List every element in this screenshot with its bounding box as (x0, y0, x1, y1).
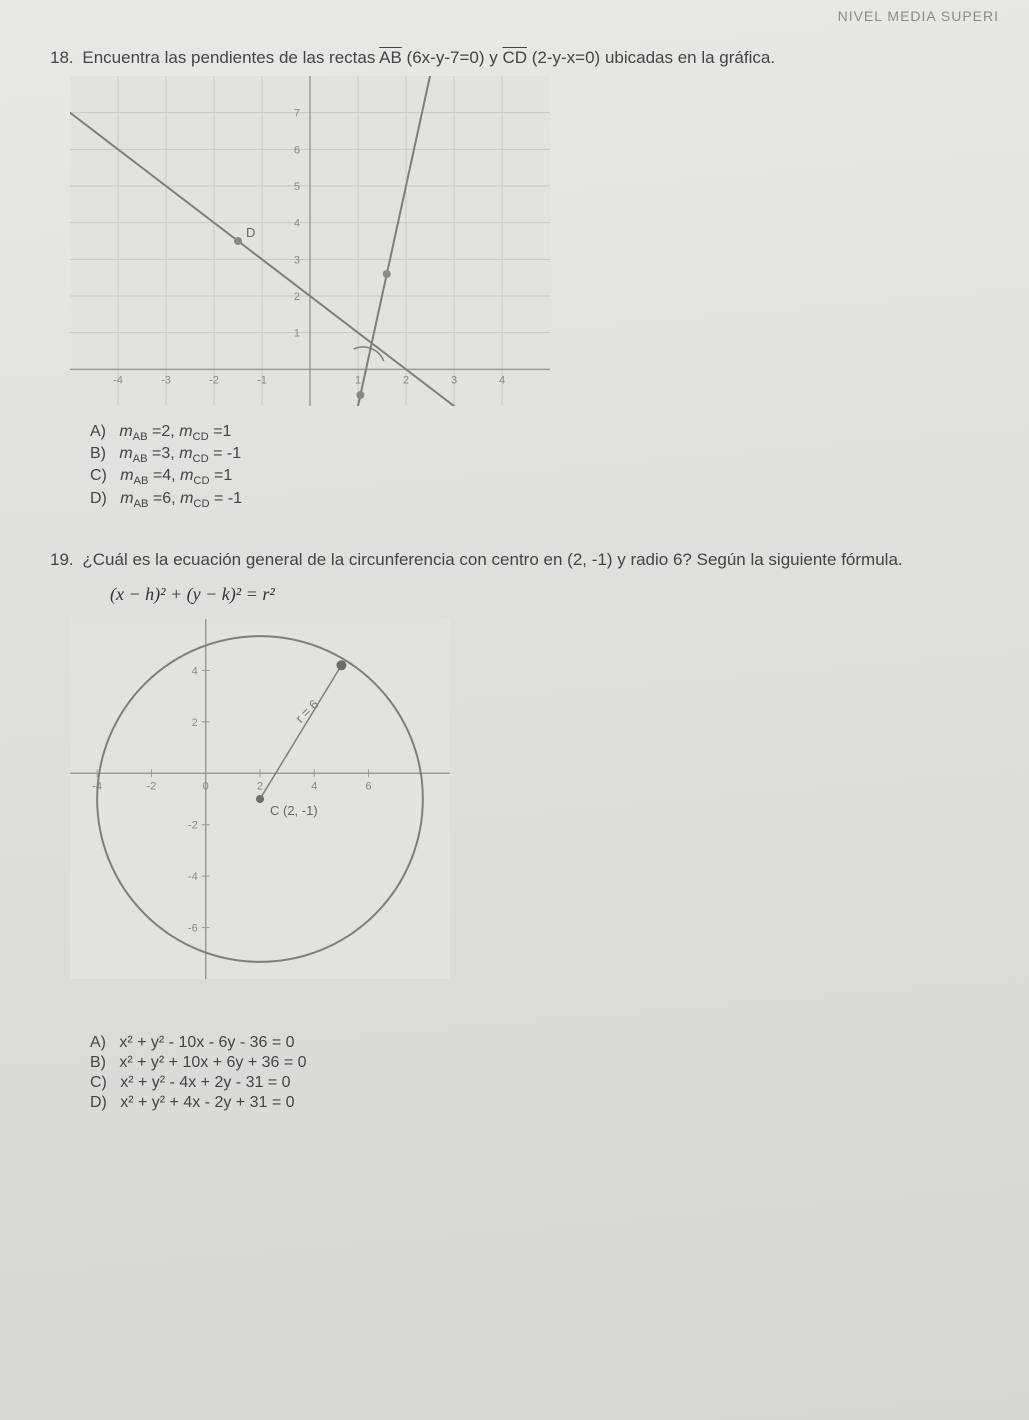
q19-option-d: D) x² + y² + 4x - 2y + 31 = 0 (90, 1094, 999, 1112)
circle-chart-svg: -4-20246-6-4-224C (2, -1)r = 6 (70, 619, 450, 979)
q19-formula: (x − h)² + (y − k)² = r² (110, 584, 999, 605)
svg-text:1: 1 (355, 374, 361, 386)
q19-text: ¿Cuál es la ecuación general de la circu… (82, 550, 902, 569)
q19-option-b: B) x² + y² + 10x + 6y + 36 = 0 (90, 1054, 999, 1072)
svg-text:-2: -2 (147, 780, 157, 792)
svg-text:-2: -2 (188, 819, 198, 831)
svg-text:-2: -2 (209, 374, 219, 386)
lines-chart-svg: -4 -3 -2 -1 1 2 3 4 1 2 3 4 5 6 7 D (70, 76, 550, 406)
q18-eq1: (6x-y-7=0) y (407, 48, 503, 67)
svg-text:2: 2 (257, 780, 263, 792)
svg-text:2: 2 (403, 374, 409, 386)
svg-text:-4: -4 (188, 871, 198, 883)
q18-text-pre: Encuentra las pendientes de las rectas (82, 48, 379, 67)
q19-graph: -4-20246-6-4-224C (2, -1)r = 6 (70, 619, 999, 984)
svg-text:2: 2 (294, 291, 300, 303)
q18-line2: CD (502, 48, 527, 67)
question-18: 18. Encuentra las pendientes de las rect… (50, 48, 999, 510)
q19-number: 19. (50, 550, 74, 569)
svg-text:3: 3 (451, 374, 457, 386)
q19-options: A) x² + y² - 10x - 6y - 36 = 0 B) x² + y… (90, 1034, 999, 1112)
q18-option-d: D) mAB =6, mCD = -1 (90, 490, 999, 510)
exam-page: NIVEL MEDIA SUPERI 18. Encuentra las pen… (0, 0, 1029, 1420)
q18-options: A) mAB =2, mCD =1 B) mAB =3, mCD = -1 C)… (90, 423, 999, 510)
q19-prompt: 19. ¿Cuál es la ecuación general de la c… (50, 550, 999, 570)
svg-text:D: D (246, 225, 255, 240)
q18-option-c: C) mAB =4, mCD =1 (90, 467, 999, 487)
q19-option-c: C) x² + y² - 4x + 2y - 31 = 0 (90, 1074, 999, 1092)
svg-text:4: 4 (192, 665, 198, 677)
svg-text:6: 6 (294, 144, 300, 156)
q18-eq2: (2-y-x=0) ubicadas en la gráfica. (532, 48, 775, 67)
svg-text:-3: -3 (161, 374, 171, 386)
q18-graph: -4 -3 -2 -1 1 2 3 4 1 2 3 4 5 6 7 D (70, 76, 999, 411)
svg-text:7: 7 (294, 108, 300, 120)
svg-text:0: 0 (203, 780, 209, 792)
q18-prompt: 18. Encuentra las pendientes de las rect… (50, 48, 999, 68)
svg-text:5: 5 (294, 181, 300, 193)
question-19: 19. ¿Cuál es la ecuación general de la c… (50, 550, 999, 1112)
q18-line1: AB (379, 48, 402, 67)
q18-option-a: A) mAB =2, mCD =1 (90, 423, 999, 443)
svg-text:1: 1 (294, 328, 300, 340)
q19-option-a: A) x² + y² - 10x - 6y - 36 = 0 (90, 1034, 999, 1052)
svg-text:-1: -1 (257, 374, 267, 386)
svg-text:4: 4 (311, 780, 317, 792)
svg-text:6: 6 (366, 780, 372, 792)
svg-text:-4: -4 (113, 374, 123, 386)
svg-text:-6: -6 (188, 922, 198, 934)
header-level: NIVEL MEDIA SUPERI (838, 8, 999, 24)
svg-text:4: 4 (294, 218, 300, 230)
svg-text:C (2, -1): C (2, -1) (270, 803, 318, 818)
q18-number: 18. (50, 48, 74, 67)
svg-text:3: 3 (294, 254, 300, 266)
svg-text:4: 4 (499, 374, 505, 386)
q18-option-b: B) mAB =3, mCD = -1 (90, 445, 999, 465)
svg-text:2: 2 (192, 717, 198, 729)
